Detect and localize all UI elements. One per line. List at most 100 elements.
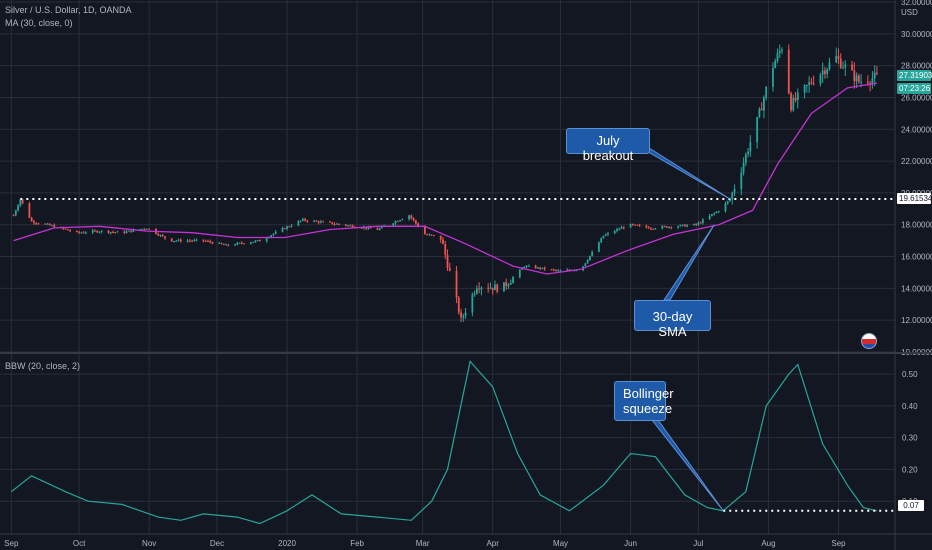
candle-body [686, 225, 688, 227]
candle-body [512, 277, 514, 283]
candle-body [329, 221, 331, 223]
bbw-tick-label: 0.30 [902, 434, 918, 443]
candle-body [588, 255, 591, 261]
candle-body [541, 267, 544, 269]
price-tick-label: 14.00000 [901, 284, 932, 293]
candle-body [803, 85, 806, 93]
candle-body [207, 240, 209, 242]
candle-body [792, 98, 795, 111]
candle-body [715, 211, 718, 214]
candle-body [240, 242, 243, 244]
bbw-level-tag: 0.07 [898, 500, 924, 511]
time-tick-label: Feb [350, 539, 364, 548]
candle-body [622, 227, 625, 229]
time-tick-label: Oct [73, 539, 86, 548]
candle-body [433, 235, 435, 237]
bbw-legend[interactable]: BBW (20, close, 2) [5, 361, 81, 371]
candle-body [238, 242, 241, 244]
candle-body [344, 224, 347, 226]
candle-body [21, 199, 24, 204]
candle-body [857, 75, 860, 82]
ma-30-line [13, 82, 878, 275]
price-legend-ma[interactable]: MA (30, close, 0) [5, 18, 73, 28]
price-tick-label: 12.00000 [901, 316, 932, 325]
level-price-tag: 19.61534 [897, 193, 932, 204]
candle-body [636, 224, 639, 226]
candle-body [724, 203, 727, 212]
time-tick-label: Jun [624, 539, 637, 548]
candle-body [821, 70, 824, 75]
candle-body [107, 230, 110, 233]
candle-body [828, 62, 831, 70]
candle-body [46, 223, 49, 225]
candle-body [697, 222, 700, 225]
candle-body [670, 226, 673, 228]
time-tick-label: Apr [486, 539, 499, 548]
price-tick-label: 28.00000 [901, 62, 932, 71]
candle-body [112, 232, 114, 234]
price-tick-label: 30.00000 [901, 30, 932, 39]
candle-body [842, 67, 844, 69]
candle-body [146, 228, 148, 230]
candle-body [631, 223, 634, 225]
candle-body [428, 234, 431, 236]
candle-body [518, 269, 521, 278]
price-legend-symbol[interactable]: Silver / U.S. Dollar, 1D, OANDA [5, 5, 132, 15]
candle-body [297, 221, 300, 226]
candle-body [186, 240, 189, 242]
candle-body [98, 231, 101, 233]
candle-body [82, 232, 85, 234]
candle-body [557, 270, 560, 272]
candle-body [320, 221, 322, 223]
candle-body [304, 218, 307, 221]
price-tick-label: 22.00000 [901, 157, 932, 166]
candle-body [776, 53, 779, 62]
candle-body [729, 199, 731, 202]
candle-body [164, 236, 166, 239]
candle-body [408, 215, 410, 220]
price-tick-label: 16.00000 [901, 253, 932, 262]
candle-body [663, 226, 666, 228]
candle-body [173, 241, 175, 243]
candle-body [351, 225, 354, 228]
candle-body [464, 312, 467, 316]
candle-body [711, 214, 713, 216]
price-tick-label: 18.00000 [901, 221, 932, 230]
candle-body [442, 239, 444, 245]
candle-body [677, 226, 679, 228]
candle-body [701, 219, 704, 223]
candle-body [14, 210, 17, 216]
candle-body [84, 232, 87, 234]
callout-july-breakout[interactable]: July breakout [566, 128, 650, 163]
callout-30-day-sma[interactable]: 30-day SMA [634, 300, 711, 339]
candle-body [853, 70, 856, 82]
time-tick-label: Aug [761, 539, 775, 548]
candle-body [414, 220, 417, 224]
callout-bollinger-squeeze[interactable]: Bollinger squeeze [614, 381, 674, 421]
candle-body [19, 199, 22, 206]
candle-body [772, 67, 774, 87]
candle-body [794, 98, 797, 101]
candle-body [125, 231, 128, 234]
candle-body [552, 269, 555, 271]
candle-body [130, 230, 132, 232]
candle-body [765, 86, 768, 98]
candle-body [650, 228, 652, 230]
candle-body [78, 231, 81, 233]
candle-body [537, 267, 539, 269]
candle-body [259, 240, 261, 242]
candle-body [618, 229, 621, 231]
candle-body [575, 270, 578, 272]
candle-body [347, 225, 349, 227]
flag-badge[interactable] [861, 333, 881, 351]
candle-body [584, 263, 587, 267]
candle-body [652, 228, 655, 230]
candle-body [179, 239, 182, 242]
candle-body [274, 231, 277, 234]
candle-body [796, 92, 799, 101]
candle-body [44, 223, 47, 225]
time-tick-label: Jul [693, 539, 703, 548]
candle-body [392, 223, 395, 226]
candle-body [699, 222, 702, 224]
